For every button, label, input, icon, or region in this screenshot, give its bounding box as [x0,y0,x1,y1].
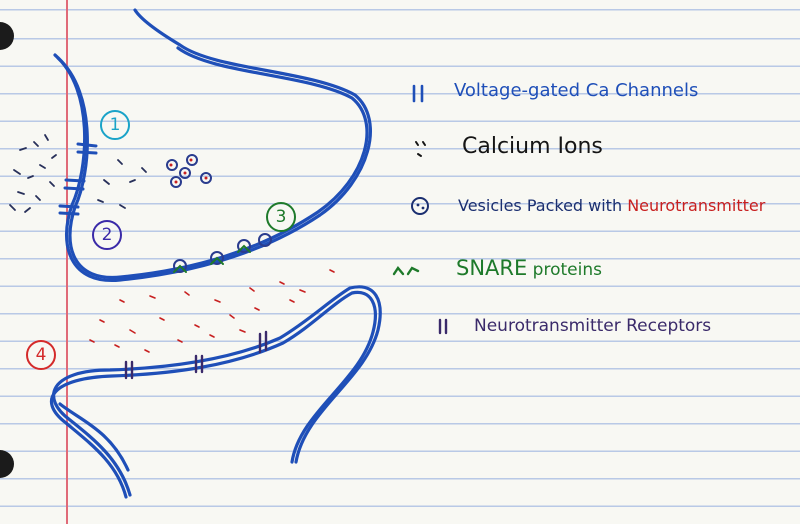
legend-snare-label: SNARE [456,256,528,280]
legend-snare-proteins: SNARE proteins [456,256,602,280]
legend-channel-icon [412,84,424,103]
label-2: 2 [92,220,122,250]
voltage-gated-ca-channels [58,142,98,216]
legend-vesicles-label: Vesicles Packed with [458,196,628,215]
binder-hole [0,22,14,50]
calcium-ions [9,134,147,213]
legend-icons [392,84,448,335]
snare-proteins [173,244,251,273]
vesicle-neurotransmitter [169,158,208,184]
legend-vesicle-icon [411,197,429,215]
notebook-margin-line [66,0,68,524]
legend-vesicles: Vesicles Packed with Neurotransmitter [458,196,765,215]
legend-voltage-gated-channels: Voltage-gated Ca Channels [454,80,699,101]
legend-calcium-icon [415,141,426,157]
legend-neurotransmitter-label: Neurotransmitter [627,196,766,215]
neurotransmitter-receptors [124,330,268,380]
legend-snare-icon [392,265,420,276]
postsynaptic-membrane [49,285,382,499]
legend-receptor-icon [438,318,448,335]
label-4: 4 [26,340,56,370]
legend-proteins-label: proteins [527,260,602,280]
label-3: 3 [266,202,296,232]
label-1: 1 [100,110,130,140]
binder-hole [0,450,14,478]
legend-calcium-ions: Calcium Ions [462,134,603,159]
vesicles [166,154,272,273]
neurotransmitter-molecules [89,269,335,353]
legend-receptors: Neurotransmitter Receptors [474,316,712,336]
